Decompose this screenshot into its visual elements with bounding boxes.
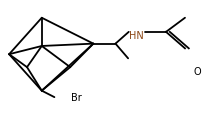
Text: O: O — [194, 67, 201, 77]
Text: Br: Br — [71, 93, 82, 103]
Text: HN: HN — [129, 31, 144, 41]
